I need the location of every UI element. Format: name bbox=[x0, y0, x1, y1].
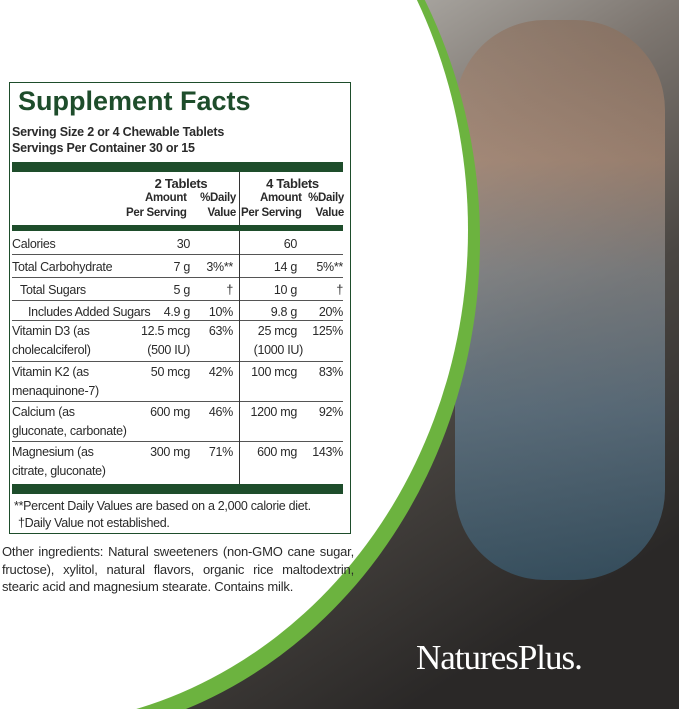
row-divider bbox=[12, 361, 343, 362]
dv-2-tablets: 3%** bbox=[206, 260, 233, 274]
nutrient-name: Calories bbox=[12, 237, 56, 251]
nutrient-name: Includes Added Sugars bbox=[28, 305, 151, 319]
row-divider bbox=[12, 320, 343, 321]
row-divider bbox=[12, 300, 343, 301]
amount-2-tablets: 4.9 g bbox=[163, 305, 191, 319]
col-4-amount: Amount bbox=[259, 192, 302, 204]
col-4-value: Value bbox=[315, 207, 344, 219]
amount-4-tablets: 14 g bbox=[273, 260, 297, 274]
supplement-facts-panel bbox=[9, 82, 351, 534]
col-4-header: 4 Tablets Amount Per Serving %Daily Value bbox=[241, 176, 344, 221]
dv-4-tablets: 143% bbox=[312, 445, 343, 459]
col-2-title: 2 Tablets bbox=[154, 176, 208, 191]
dv-2-tablets: 10% bbox=[208, 305, 233, 319]
col-2-per-serving: Per Serving bbox=[126, 207, 187, 219]
amount-2-tablets: 50 mcg bbox=[150, 365, 191, 379]
amount-2-tablets: 300 mg bbox=[150, 445, 190, 459]
col-2-value: Value bbox=[207, 207, 236, 219]
dv-4-tablets: 92% bbox=[318, 405, 343, 419]
thick-divider-bottom bbox=[12, 484, 343, 494]
nutrient-name: Calcium (as bbox=[12, 405, 75, 419]
dv-4-tablets: 5%** bbox=[316, 260, 343, 274]
other-ingredients: Other ingredients: Natural sweeteners (n… bbox=[2, 544, 354, 594]
row-divider bbox=[12, 254, 343, 255]
column-divider bbox=[239, 231, 240, 484]
col-4-dv: %Daily bbox=[308, 192, 344, 204]
amount-4-tablets: 9.8 g bbox=[270, 305, 298, 319]
amount-4-tablets: 100 mcg bbox=[251, 365, 297, 379]
column-divider bbox=[239, 172, 240, 225]
row-divider bbox=[12, 277, 343, 278]
col-2-amount: Amount bbox=[144, 192, 187, 204]
amount-2-tablets: 7 g bbox=[173, 260, 191, 274]
nutrient-name-cont: menaquinone-7) bbox=[12, 384, 99, 398]
nutrient-name-cont: citrate, gluconate) bbox=[12, 464, 106, 478]
amount-4-tablets: 10 g bbox=[273, 283, 297, 297]
amount-2-tablets: 30 bbox=[176, 237, 191, 251]
col-2-dv: %Daily bbox=[200, 192, 236, 204]
nutrient-name: Vitamin K2 (as bbox=[12, 365, 89, 379]
amount-4-tablets: 1200 mg bbox=[250, 405, 297, 419]
col-2-header: 2 Tablets Amount Per Serving %Daily Value bbox=[126, 176, 236, 221]
athlete-figure bbox=[455, 20, 665, 580]
dv-2-tablets: 71% bbox=[208, 445, 233, 459]
dv-2-tablets: 42% bbox=[208, 365, 233, 379]
row-divider bbox=[12, 441, 343, 442]
col-4-per-serving: Per Serving bbox=[241, 207, 302, 219]
brand-logo: NaturesPlus. bbox=[416, 638, 583, 677]
dv-4-tablets: 125% bbox=[312, 324, 343, 338]
nutrient-name: Magnesium (as bbox=[12, 445, 94, 459]
dv-4-tablets: 20% bbox=[318, 305, 343, 319]
dv-4-tablets: 83% bbox=[318, 365, 343, 379]
facts-title: Supplement Facts bbox=[18, 86, 251, 116]
col-4-title: 4 Tablets bbox=[266, 176, 319, 191]
footnote-dv: **Percent Daily Values are based on a 2,… bbox=[14, 499, 311, 513]
amount-4-tablets: 25 mcg bbox=[257, 324, 298, 338]
amount-2-tablets: 5 g bbox=[173, 283, 191, 297]
dv-4-tablets: † bbox=[336, 283, 343, 297]
serving-size: Serving Size 2 or 4 Chewable Tablets bbox=[12, 125, 225, 139]
amount-4-tablets: 60 bbox=[283, 237, 298, 251]
footnote-dagger: †Daily Value not established. bbox=[18, 516, 170, 530]
row-divider bbox=[12, 401, 343, 402]
amount-2-tablets: 12.5 mcg bbox=[140, 324, 190, 338]
thick-divider bbox=[12, 162, 343, 172]
servings-per-container: Servings Per Container 30 or 15 bbox=[12, 141, 195, 155]
nutrient-name: Total Carbohydrate bbox=[12, 260, 113, 274]
nutrient-name-cont: gluconate, carbonate) bbox=[12, 424, 127, 438]
amount-2-tablets: 600 mg bbox=[150, 405, 190, 419]
amount-4-tablets-iu: (1000 IU) bbox=[253, 343, 304, 357]
nutrient-name: Total Sugars bbox=[20, 283, 86, 297]
nutrient-name-cont: cholecalciferol) bbox=[12, 343, 91, 357]
nutrient-name: Vitamin D3 (as bbox=[12, 324, 90, 338]
dv-2-tablets: 46% bbox=[208, 405, 233, 419]
medium-divider bbox=[12, 225, 343, 231]
amount-2-tablets-iu: (500 IU) bbox=[147, 343, 190, 357]
dv-2-tablets: 63% bbox=[208, 324, 233, 338]
amount-4-tablets: 600 mg bbox=[257, 445, 297, 459]
dv-2-tablets: † bbox=[226, 283, 233, 297]
